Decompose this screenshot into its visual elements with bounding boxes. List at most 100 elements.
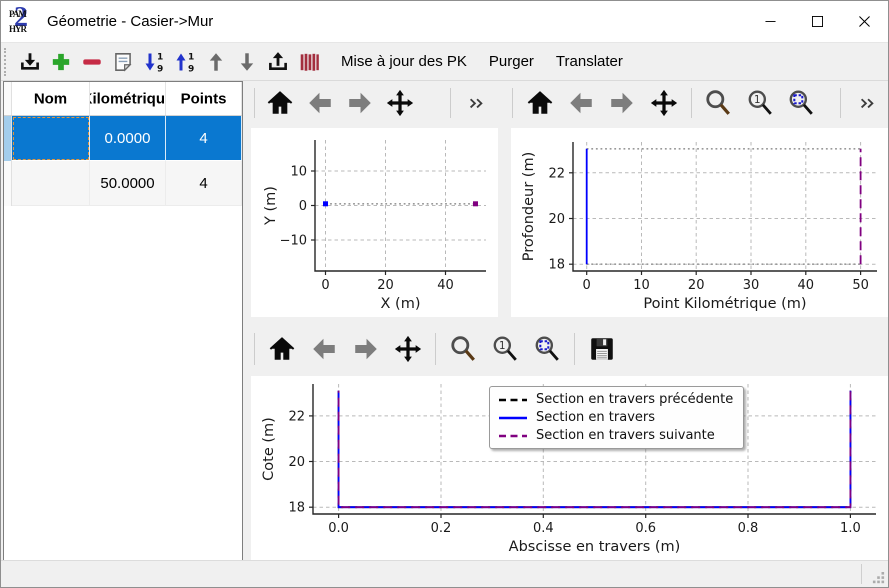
corner-header: [4, 82, 12, 115]
forward-icon[interactable]: [351, 334, 381, 364]
app-icon-bottom-text: HYR: [9, 23, 27, 34]
forward-icon[interactable]: [345, 88, 375, 118]
pan-icon[interactable]: [393, 334, 423, 364]
back-icon[interactable]: [566, 88, 595, 118]
remove-icon[interactable]: [78, 48, 105, 75]
app-icon-overlay: 2: [14, 1, 28, 33]
svg-text:40: 40: [798, 278, 815, 293]
toolbar-separator: [435, 333, 436, 365]
translate-button[interactable]: Translater: [545, 46, 634, 77]
status-bar: [1, 560, 888, 587]
profile-chart-toolbar: 1: [504, 81, 888, 125]
svg-text:9: 9: [188, 64, 194, 74]
toolbar-separator: [254, 88, 255, 118]
home-icon[interactable]: [265, 88, 295, 118]
pk-bars-icon[interactable]: [295, 48, 322, 75]
zoom-one-icon[interactable]: 1: [490, 334, 520, 364]
cell-nom[interactable]: [12, 116, 90, 161]
legend-label: Section en travers: [536, 410, 656, 425]
plan-chart-toolbar: [246, 81, 499, 125]
cell-points[interactable]: 4: [166, 161, 242, 206]
zoom-icon[interactable]: [448, 334, 478, 364]
minimize-button[interactable]: [747, 1, 794, 42]
update-pk-button[interactable]: Mise à jour des PK: [330, 46, 478, 77]
close-button[interactable]: [841, 1, 888, 42]
edit-icon[interactable]: [109, 48, 136, 75]
svg-text:Profondeur (m): Profondeur (m): [521, 152, 537, 262]
move-down-icon[interactable]: [233, 48, 260, 75]
back-icon[interactable]: [309, 334, 339, 364]
profile-chart[interactable]: 0 10 20 30 40 50 18 20 22 Point Kilométrique (m) P…: [511, 128, 888, 317]
legend-line-sample: [499, 398, 527, 401]
window-title: Géometrie - Casier->Mur: [47, 13, 214, 30]
home-icon[interactable]: [267, 334, 297, 364]
column-header-points[interactable]: Points: [166, 82, 243, 115]
cell-nom[interactable]: [12, 161, 90, 206]
column-header-kilometrique[interactable]: Kilométrique: [90, 82, 166, 115]
plan-chart[interactable]: 0 20 40 −10 0 10 X (m) Y (m): [251, 128, 498, 317]
svg-text:1.0: 1.0: [840, 521, 861, 536]
toolbar-drag-handle[interactable]: [4, 47, 10, 76]
svg-text:Abscisse en travers (m): Abscisse en travers (m): [509, 539, 681, 555]
zoom-icon[interactable]: [704, 88, 733, 118]
cell-pk[interactable]: 0.0000: [90, 116, 166, 161]
svg-text:20: 20: [688, 278, 705, 293]
svg-text:0.4: 0.4: [533, 521, 554, 536]
legend-entry: Section en travers: [498, 410, 733, 425]
svg-text:0.8: 0.8: [738, 521, 759, 536]
save-icon[interactable]: [587, 334, 617, 364]
more-icon[interactable]: [461, 88, 491, 118]
svg-text:10: 10: [633, 278, 650, 293]
plan-chart-panel: 0 20 40 −10 0 10 X (m) Y (m): [246, 81, 499, 322]
svg-text:20: 20: [288, 455, 305, 470]
table-header: Nom Kilométrique Points: [4, 82, 243, 116]
export-icon[interactable]: [264, 48, 291, 75]
back-icon[interactable]: [305, 88, 335, 118]
table-row[interactable]: 50.0000 4: [4, 161, 242, 206]
more-icon[interactable]: [853, 88, 882, 118]
legend-line-sample: [499, 416, 527, 419]
cell-points[interactable]: 4: [166, 116, 242, 161]
zoom-one-icon[interactable]: 1: [745, 88, 774, 118]
legend-entry: Section en travers précédente: [498, 392, 733, 407]
purge-button[interactable]: Purger: [478, 46, 545, 77]
app-icon: 2 PAM HYR: [9, 2, 37, 36]
cell-pk[interactable]: 50.0000: [90, 161, 166, 206]
svg-text:18: 18: [548, 258, 565, 273]
legend-line-sample: [499, 434, 527, 437]
row-header[interactable]: [4, 116, 12, 161]
svg-text:1: 1: [188, 52, 194, 62]
svg-text:22: 22: [548, 166, 565, 181]
svg-text:−10: −10: [280, 234, 307, 249]
svg-text:X (m): X (m): [381, 296, 421, 312]
legend-label: Section en travers précédente: [536, 392, 734, 407]
title-bar[interactable]: 2 PAM HYR Géometrie - Casier->Mur: [1, 1, 888, 42]
move-up-icon[interactable]: [202, 48, 229, 75]
maximize-button[interactable]: [794, 1, 841, 42]
svg-text:0: 0: [583, 278, 591, 293]
row-header[interactable]: [4, 161, 12, 206]
home-icon[interactable]: [525, 88, 554, 118]
cross-section-toolbar: 1: [246, 326, 888, 372]
zoom-rect-icon[interactable]: [532, 334, 562, 364]
import-icon[interactable]: [16, 48, 43, 75]
svg-text:10: 10: [290, 165, 307, 180]
zoom-rect-icon[interactable]: [786, 88, 815, 118]
column-header-nom[interactable]: Nom: [12, 82, 90, 115]
table-row[interactable]: 0.0000 4: [4, 116, 242, 161]
pan-icon[interactable]: [649, 88, 678, 118]
add-icon[interactable]: [47, 48, 74, 75]
svg-text:0: 0: [299, 199, 307, 214]
svg-text:9: 9: [157, 64, 163, 74]
svg-text:Y (m): Y (m): [263, 186, 279, 226]
resize-grip-icon[interactable]: [871, 570, 886, 585]
svg-text:20: 20: [377, 278, 394, 293]
pan-icon[interactable]: [385, 88, 415, 118]
legend-label: Section en travers suivante: [536, 428, 715, 443]
svg-text:0.6: 0.6: [635, 521, 656, 536]
forward-icon[interactable]: [608, 88, 637, 118]
profile-chart-panel: 1 0 10 20 30 40 50 18 20 22 Point Kilométrique (m…: [504, 81, 888, 322]
